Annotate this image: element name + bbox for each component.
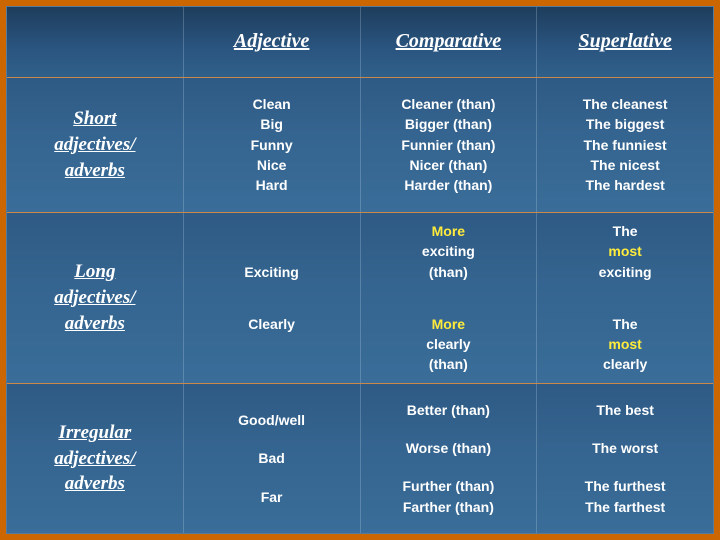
- irregular-superlative: The best The worst The furthest The fart…: [537, 384, 713, 533]
- header-adjective: Adjective: [184, 7, 361, 77]
- row-irregular: Irregular adjectives/ adverbs Good/well …: [7, 384, 713, 533]
- irregular-comparative: Better (than) Worse (than) Further (than…: [361, 384, 538, 533]
- irregular-adjective: Good/well Bad Far: [184, 384, 361, 533]
- short-comparative: Cleaner (than)Bigger (than)Funnier (than…: [361, 78, 538, 212]
- short-superlative: The cleanestThe biggestThe funniestThe n…: [537, 78, 713, 212]
- grammar-table: Adjective Comparative Superlative Short …: [6, 6, 714, 534]
- header-superlative: Superlative: [537, 7, 713, 77]
- row-label-long: Long adjectives/ adverbs: [7, 213, 184, 383]
- row-long: Long adjectives/ adverbs Exciting Clearl…: [7, 213, 713, 384]
- short-adjective: CleanBigFunnyNiceHard: [184, 78, 361, 212]
- long-adjective: Exciting Clearly: [184, 213, 361, 383]
- row-label-short: Short adjectives/ adverbs: [7, 78, 184, 212]
- row-label-irregular: Irregular adjectives/ adverbs: [7, 384, 184, 533]
- header-row: Adjective Comparative Superlative: [7, 7, 713, 78]
- long-comparative: More exciting (than) More clearly (than): [361, 213, 538, 383]
- long-superlative: The most exciting The most clearly: [537, 213, 713, 383]
- header-comparative: Comparative: [361, 7, 538, 77]
- header-blank: [7, 7, 184, 77]
- row-short: Short adjectives/ adverbs CleanBigFunnyN…: [7, 78, 713, 213]
